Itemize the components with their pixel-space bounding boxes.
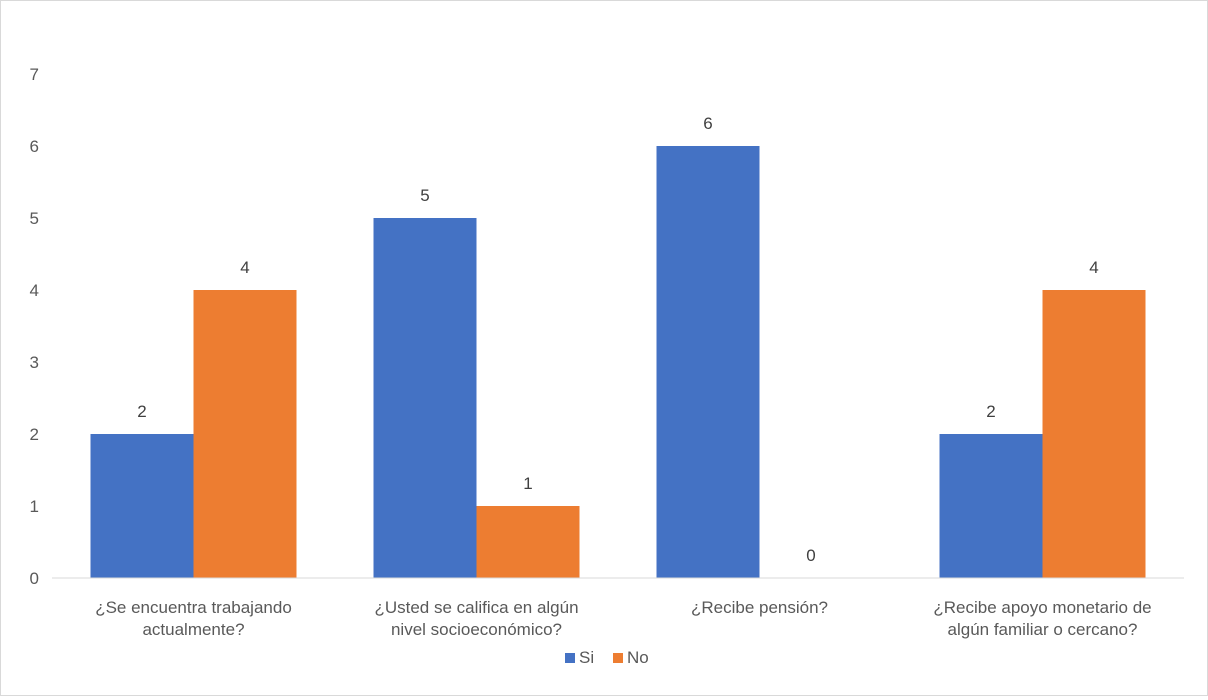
y-tick-label-2: 2 — [30, 425, 39, 444]
data-label-no-1: 1 — [523, 474, 532, 493]
y-tick-label-1: 1 — [30, 497, 39, 516]
bar-no-3 — [1042, 290, 1146, 578]
category-label-3-line-0: ¿Recibe apoyo monetario de — [933, 598, 1151, 617]
category-label-1-line-1: nivel socioeconómico? — [391, 620, 562, 639]
y-tick-label-5: 5 — [30, 209, 39, 228]
category-label-3-line-1: algún familiar o cercano? — [948, 620, 1138, 639]
bar-si-2 — [656, 146, 760, 578]
y-tick-label-6: 6 — [30, 137, 39, 156]
legend-label-si: Si — [579, 648, 594, 667]
data-label-si-1: 5 — [420, 186, 429, 205]
bar-no-0 — [193, 290, 297, 578]
data-label-no-3: 4 — [1089, 258, 1098, 277]
y-tick-label-4: 4 — [30, 281, 39, 300]
legend-swatch-no — [613, 653, 623, 663]
data-label-no-0: 4 — [240, 258, 249, 277]
category-label-2-line-0: ¿Recibe pensión? — [691, 598, 828, 617]
legend-swatch-si — [565, 653, 575, 663]
data-label-si-3: 2 — [986, 402, 995, 421]
data-label-no-2: 0 — [806, 546, 815, 565]
y-tick-label-7: 7 — [30, 65, 39, 84]
y-tick-label-0: 0 — [30, 569, 39, 588]
bar-si-0 — [90, 434, 194, 578]
category-label-1-line-0: ¿Usted se califica en algún — [374, 598, 578, 617]
legend-label-no: No — [627, 648, 649, 667]
bar-no-1 — [476, 506, 580, 578]
data-label-si-0: 2 — [137, 402, 146, 421]
y-tick-label-3: 3 — [30, 353, 39, 372]
data-label-si-2: 6 — [703, 114, 712, 133]
bar-si-3 — [939, 434, 1043, 578]
category-label-0-line-0: ¿Se encuentra trabajando — [95, 598, 292, 617]
category-label-0-line-1: actualmente? — [142, 620, 244, 639]
bar-si-1 — [373, 218, 477, 578]
